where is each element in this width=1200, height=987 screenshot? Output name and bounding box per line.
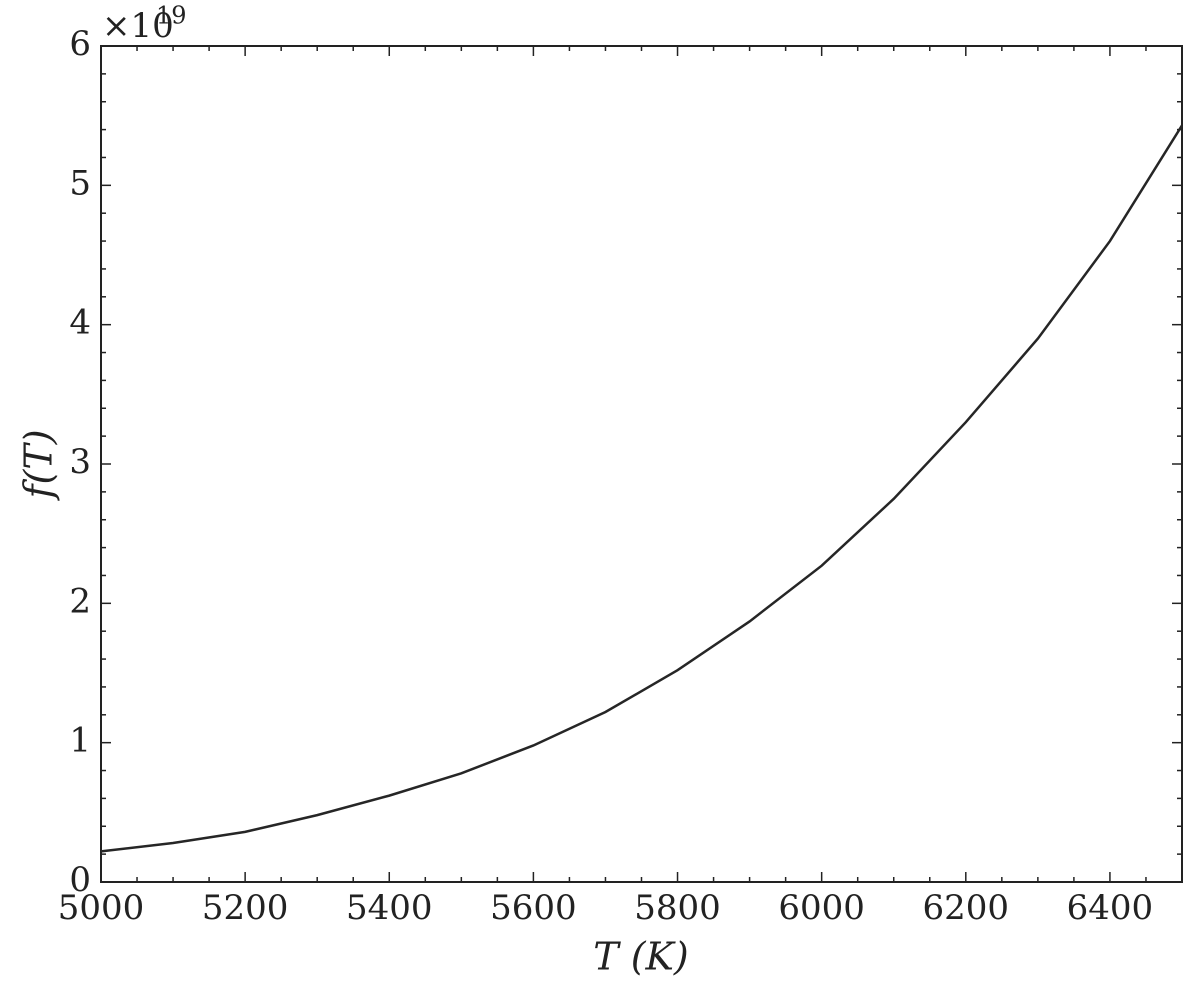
y-axis-label: f(T): [17, 429, 61, 501]
x-tick-label: 6200: [923, 888, 1010, 928]
y-tick-label: 0: [69, 860, 91, 900]
y-offset-base: ×10: [102, 6, 174, 46]
x-tick-label: 5800: [634, 888, 721, 928]
y-tick-label: 4: [69, 303, 91, 343]
y-tick-label: 6: [69, 24, 91, 64]
x-axis-label: T (K): [593, 935, 688, 979]
y-tick-label: 1: [69, 721, 91, 761]
y-tick-label: 5: [69, 163, 91, 203]
y-tick-label: 2: [69, 581, 91, 621]
x-tick-label: 5400: [346, 888, 433, 928]
y-tick-label: 3: [69, 442, 91, 482]
x-tick-label: 5000: [58, 888, 145, 928]
y-offset-exponent: 19: [156, 2, 187, 30]
data-line: [100, 124, 1184, 853]
x-tick-label: 6400: [1067, 888, 1154, 928]
x-tick-label: 5200: [202, 888, 289, 928]
plot-frame: [100, 45, 1183, 883]
x-tick-label: 5600: [490, 888, 577, 928]
x-tick-label: 6000: [778, 888, 865, 928]
